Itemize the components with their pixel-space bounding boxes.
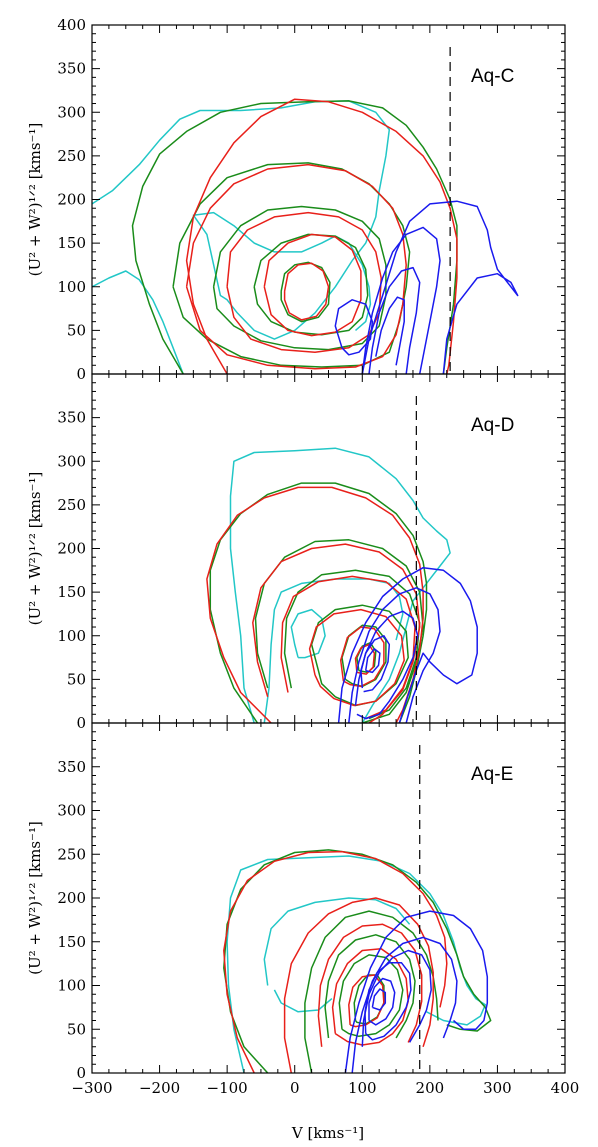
x-tick-label: 400: [551, 1079, 580, 1097]
contour-green-3: [253, 233, 369, 336]
contour-red-1: [252, 543, 421, 723]
contour-green-2: [212, 205, 387, 351]
contour-blue-4: [334, 299, 374, 356]
contour-green-2: [283, 569, 421, 720]
y-tick-label: 250: [57, 845, 86, 863]
contour-red-4: [283, 262, 330, 321]
y-tick-label: 150: [57, 234, 86, 252]
y-tick-label: 350: [57, 409, 86, 427]
y-tick-label: 200: [57, 191, 86, 209]
contour-red-0: [206, 486, 424, 723]
contour-green-0: [209, 482, 428, 723]
contour-green-3: [338, 954, 404, 1038]
contour-red-1: [283, 897, 434, 1073]
x-tick-label: −200: [139, 1079, 180, 1097]
contour-blue-0: [361, 200, 519, 374]
contour-red-3: [263, 233, 362, 337]
y-tick-label: 300: [57, 802, 86, 820]
contour-cyan-0: [92, 100, 391, 340]
contour-green-1: [254, 539, 424, 723]
y-tick-label: 50: [67, 321, 86, 339]
contour-blue-5: [371, 988, 387, 1011]
contour-blue-3: [360, 635, 391, 693]
y-tick-label: 300: [57, 103, 86, 121]
x-tick-label: 300: [483, 1079, 512, 1097]
contour-red-2: [280, 575, 416, 720]
y-tick-label: 350: [57, 60, 86, 78]
contour-red-4: [348, 974, 385, 1028]
y-tick-label: 250: [57, 496, 86, 514]
x-axis-label: V [kms⁻¹]: [291, 1124, 364, 1142]
contours: [223, 849, 492, 1073]
contour-red-0: [223, 850, 448, 1073]
contour-green-3: [310, 604, 409, 707]
x-tick-label: 200: [416, 1079, 445, 1097]
panel-label: Aq-D: [471, 415, 514, 436]
contour-blue-3: [364, 962, 412, 1041]
contour-cyan-2: [290, 608, 326, 659]
contour-blue-3: [375, 296, 405, 366]
y-tick-label: 0: [76, 1064, 86, 1082]
y-tick-label: 150: [57, 583, 86, 601]
contours: [92, 98, 519, 374]
contour-green-0: [223, 849, 492, 1073]
panels: 0 50 100 150 200 250 300 350 400 Aq-C (U² + W²)¹ᐟ²…: [26, 16, 579, 1097]
x-tick-label: 100: [348, 1079, 377, 1097]
contour-red-4: [339, 626, 385, 688]
y-axis-label: (U² + W²)¹ᐟ² [kms⁻¹]: [26, 472, 44, 626]
panel-label: Aq-C: [471, 66, 514, 87]
contours: [206, 447, 478, 723]
contour-cyan-1: [92, 270, 184, 374]
x-tick-label: 0: [290, 1079, 300, 1097]
contour-red-1: [185, 163, 407, 370]
y-tick-label: 200: [57, 889, 86, 907]
y-tick-label: 0: [76, 714, 86, 732]
y-tick-label: 300: [57, 452, 86, 470]
y-tick-label: 150: [57, 933, 86, 951]
y-tick-label: 0: [76, 365, 86, 383]
contour-green-4: [280, 261, 331, 323]
contour-cyan-0: [229, 447, 451, 723]
y-axis-label: (U² + W²)¹ᐟ² [kms⁻¹]: [26, 821, 44, 975]
panel-label: Aq-E: [471, 764, 513, 785]
contour-blue-0: [344, 910, 489, 1073]
contour-blue-1: [361, 226, 441, 374]
panel-0: 0 50 100 150 200 250 300 350 400 Aq-C (U² + W²)¹ᐟ²…: [26, 16, 566, 383]
contour-blue-4: [364, 648, 381, 674]
contour-blue-2: [368, 266, 421, 374]
y-tick-label: 100: [57, 977, 86, 995]
contour-green-1: [172, 162, 411, 368]
y-tick-label: 350: [57, 758, 86, 776]
y-tick-label: 100: [57, 627, 86, 645]
y-tick-label: 50: [67, 670, 86, 688]
y-tick-label: 50: [67, 1020, 86, 1038]
panel-2: 0 50 100 150 200 250 300 350 −300 −200 −100 0 100 200…: [26, 722, 580, 1097]
contour-blue-4: [368, 977, 396, 1026]
contour-blue-0: [337, 566, 478, 723]
contour-blue-1: [348, 587, 441, 723]
panel-1: 0 50 100 150 200 250 300 350 Aq-D (U² + W²)¹ᐟ² [k…: [26, 373, 566, 732]
contour-blue-1: [351, 936, 458, 1073]
y-tick-label: 100: [57, 278, 86, 296]
contour-red-2: [317, 923, 423, 1047]
x-tick-label: −300: [71, 1079, 112, 1097]
contour-red-0: [185, 98, 458, 374]
x-tick-label: −100: [207, 1079, 248, 1097]
y-tick-label: 200: [57, 540, 86, 558]
contour-red-3: [331, 948, 409, 1046]
contour-red-3: [308, 608, 405, 707]
y-axis-label: (U² + W²)¹ᐟ² [kms⁻¹]: [26, 123, 44, 277]
contour-red-2: [226, 211, 382, 353]
y-tick-label: 250: [57, 147, 86, 165]
contour-cyan-1: [263, 897, 411, 986]
contour-red-5: [354, 643, 376, 675]
y-tick-label: 400: [57, 16, 86, 34]
contour-cyan-2: [273, 989, 333, 1013]
